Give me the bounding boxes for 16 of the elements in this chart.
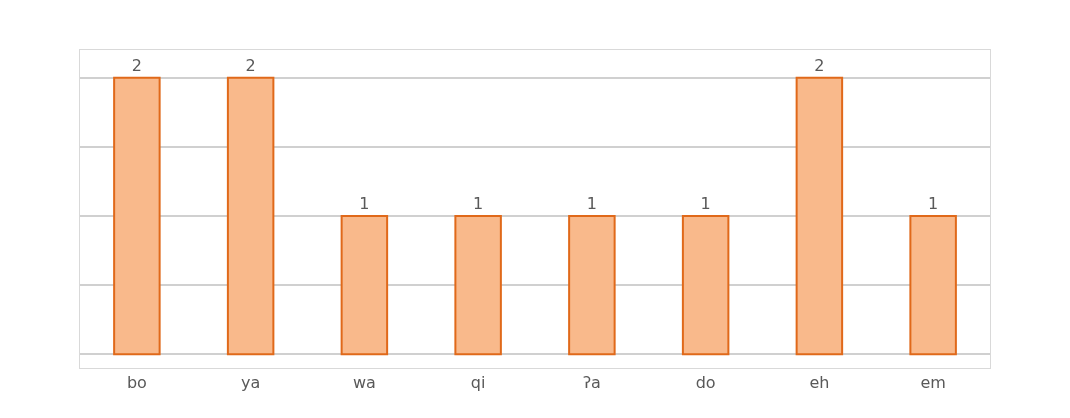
data-label: 1 xyxy=(928,193,939,213)
data-label: 1 xyxy=(359,193,370,213)
data-label: 2 xyxy=(814,55,825,75)
data-label: 2 xyxy=(245,55,256,75)
x-tick-label: ya xyxy=(240,373,261,393)
x-tick-label: bo xyxy=(126,373,147,393)
data-label: 1 xyxy=(473,193,484,213)
x-tick-label: eh xyxy=(809,373,830,393)
data-label: 1 xyxy=(586,193,597,213)
x-tick-label: ʔa xyxy=(582,373,601,393)
data-label: 1 xyxy=(700,193,711,213)
x-tick-label: qi xyxy=(470,373,486,393)
x-tick-label: wa xyxy=(352,373,376,393)
data-label: 2 xyxy=(131,55,142,75)
x-tick-label: do xyxy=(695,373,716,393)
x-tick-label: em xyxy=(920,373,946,393)
